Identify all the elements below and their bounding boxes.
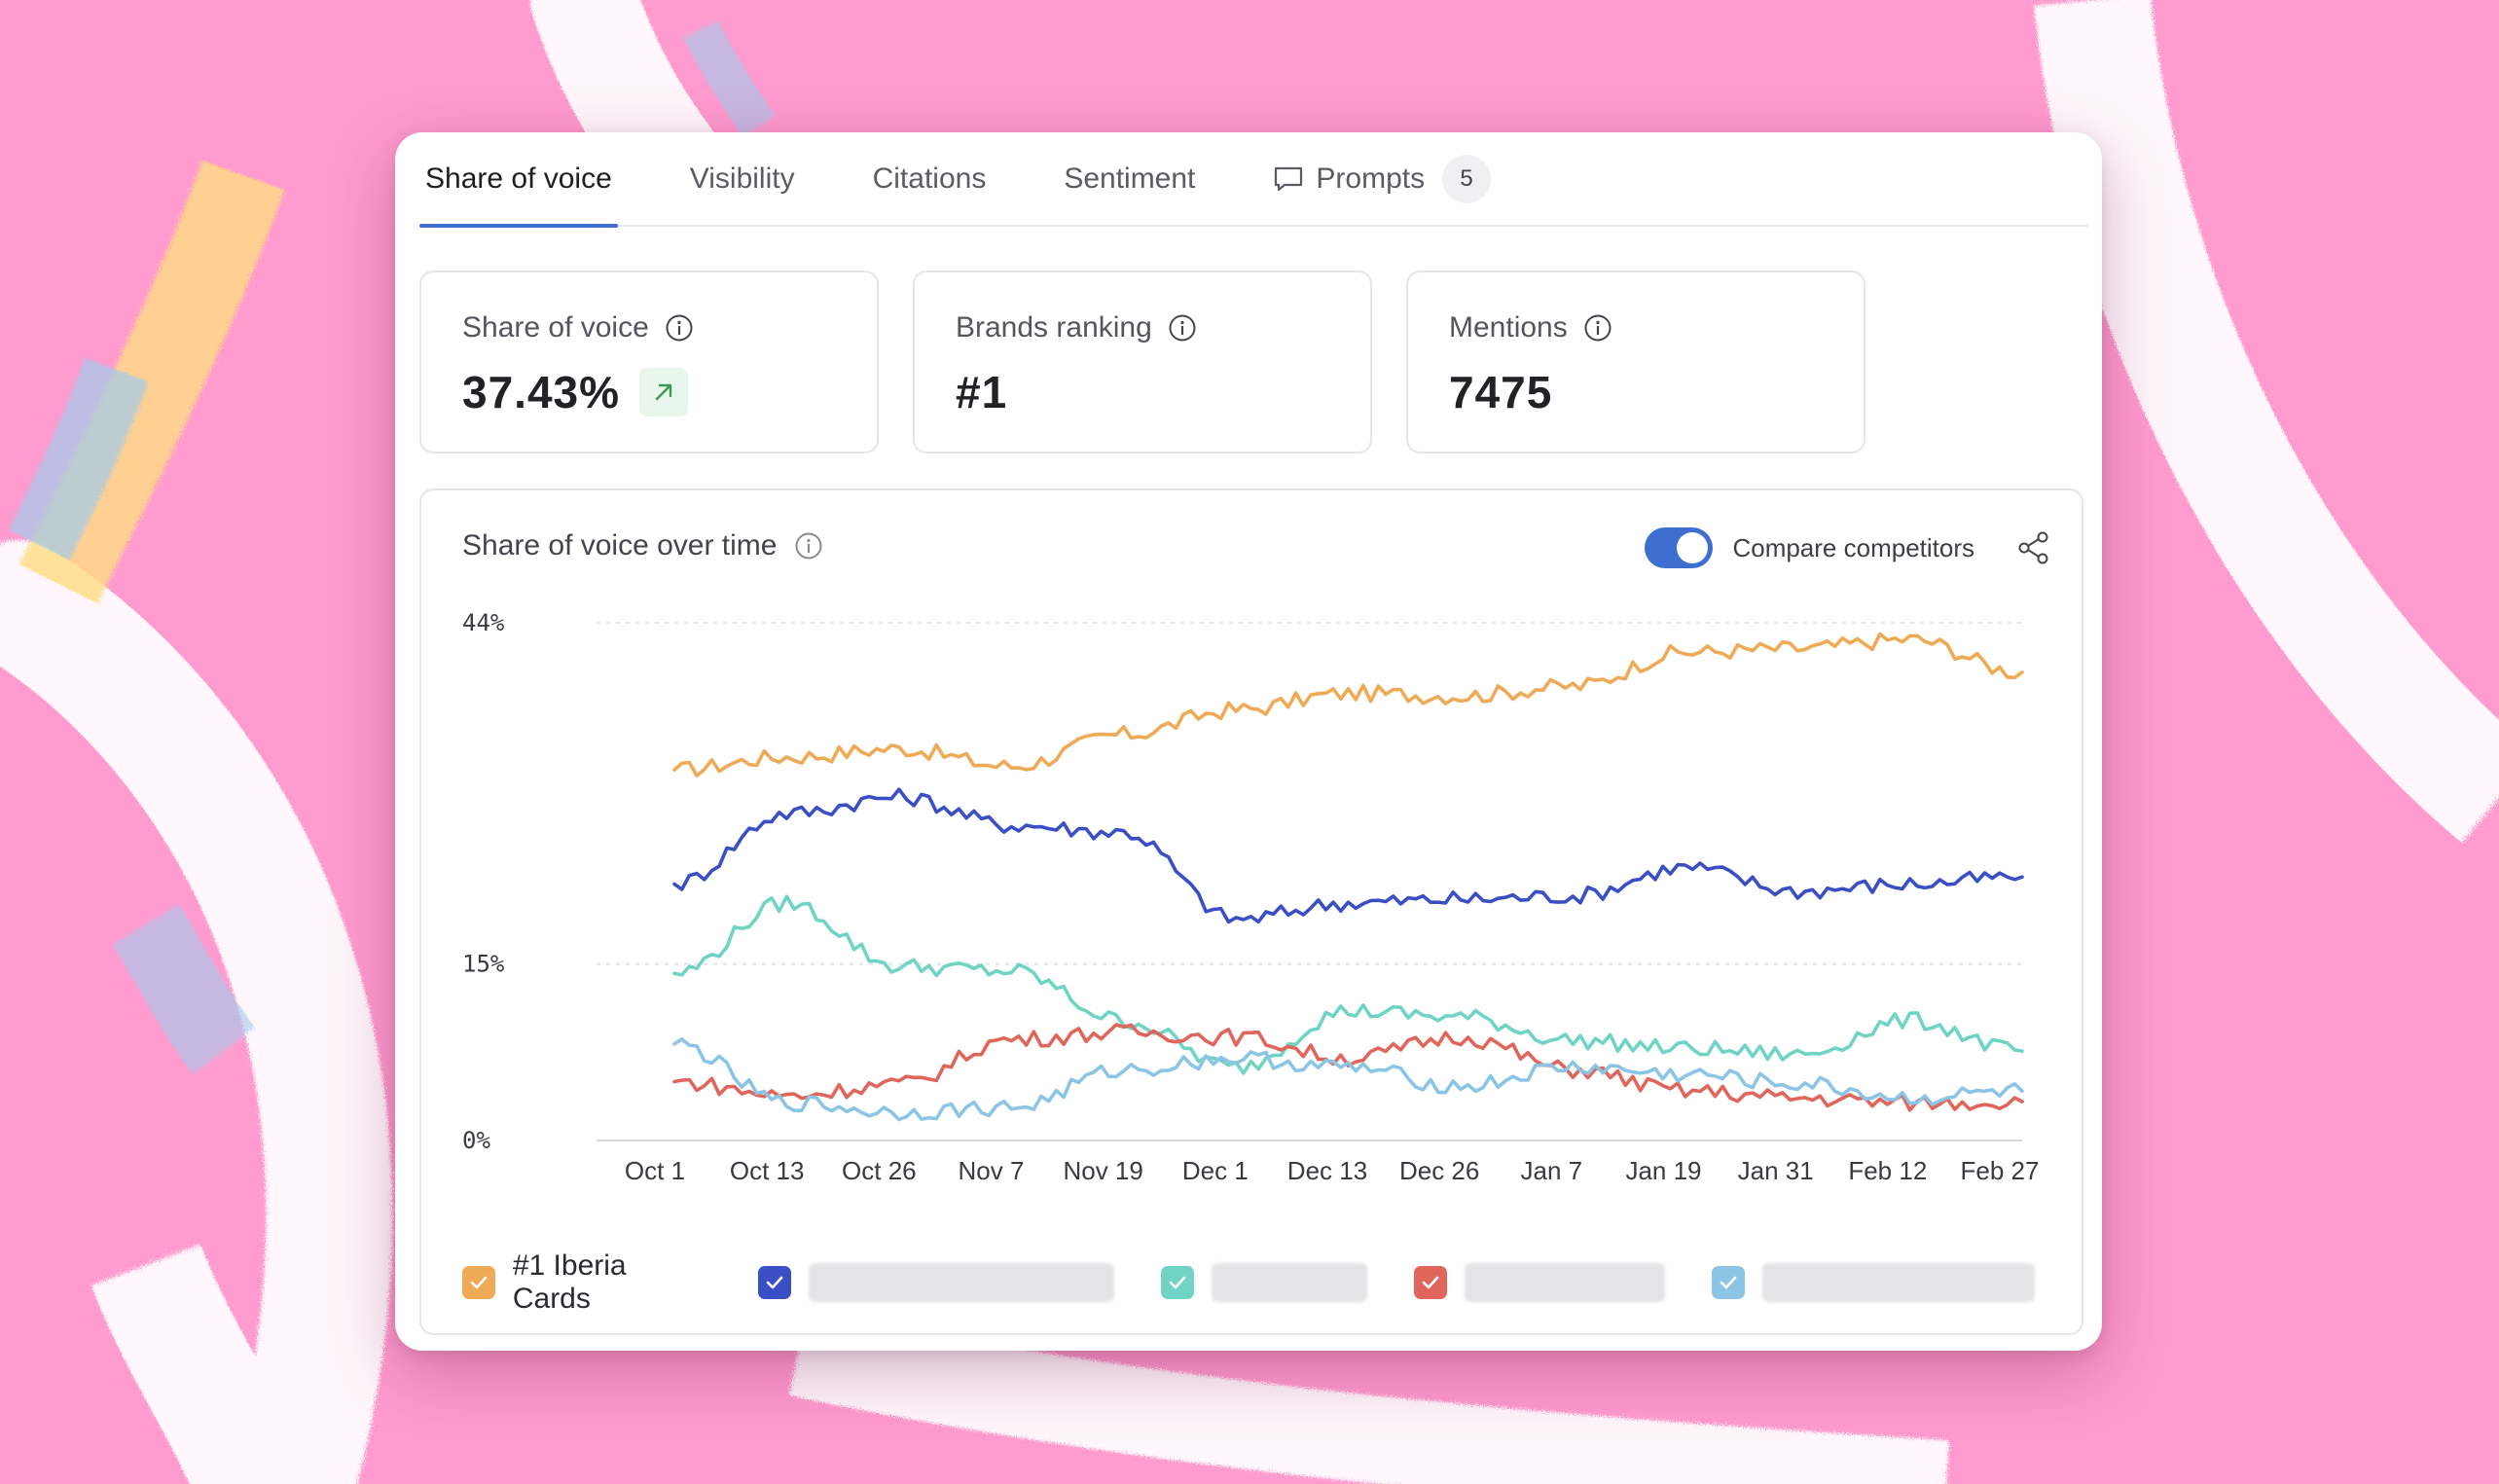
legend-item-iberia-cards[interactable]: #1 Iberia Cards xyxy=(462,1249,711,1316)
x-tick-label: Oct 1 xyxy=(625,1156,685,1185)
chat-bubble-icon xyxy=(1275,166,1303,191)
y-tick-label: 15% xyxy=(462,951,505,978)
legend-item-competitor-1[interactable] xyxy=(758,1263,1114,1302)
tab-citations[interactable]: Citations xyxy=(867,132,993,226)
tab-label: Prompts xyxy=(1316,162,1426,195)
x-tick-label: Oct 26 xyxy=(842,1156,917,1185)
redacted-label xyxy=(809,1263,1114,1302)
compare-competitors-label: Compare competitors xyxy=(1732,532,1974,562)
kpi-label: Mentions xyxy=(1449,311,1568,344)
legend-item-competitor-2[interactable] xyxy=(1161,1263,1367,1302)
info-icon[interactable] xyxy=(1583,313,1612,343)
x-tick-label: Jan 31 xyxy=(1738,1156,1814,1185)
checkbox-icon[interactable] xyxy=(462,1266,495,1299)
info-icon[interactable] xyxy=(1168,313,1197,343)
tab-share-of-voice[interactable]: Share of voice xyxy=(419,132,618,228)
redacted-label xyxy=(1212,1263,1367,1302)
tab-bar: Share of voice Visibility Citations Sent… xyxy=(419,132,2089,228)
prompts-count-badge: 5 xyxy=(1442,154,1492,203)
tab-prompts[interactable]: Prompts 5 xyxy=(1267,132,1497,226)
series-line-1[interactable] xyxy=(672,632,2024,778)
tab-label: Visibility xyxy=(689,162,795,195)
kpi-value: 37.43% xyxy=(462,367,621,417)
y-tick-label: 44% xyxy=(462,609,505,636)
info-icon[interactable] xyxy=(665,313,694,343)
kpi-mentions: Mentions 7475 xyxy=(1406,271,1865,453)
arrow-up-right-icon xyxy=(655,383,672,401)
x-tick-label: Oct 13 xyxy=(730,1156,805,1185)
checkbox-icon[interactable] xyxy=(1161,1266,1194,1299)
trend-up-badge xyxy=(639,368,689,416)
checkbox-icon[interactable] xyxy=(758,1266,791,1299)
tab-label: Sentiment xyxy=(1064,162,1196,195)
kpi-label: Share of voice xyxy=(462,311,649,344)
series-line-4[interactable] xyxy=(672,1023,2024,1112)
share-icon[interactable] xyxy=(2015,529,2052,566)
x-tick-label: Dec 1 xyxy=(1182,1156,1249,1185)
x-tick-label: Nov 19 xyxy=(1063,1156,1142,1185)
kpi-label: Brands ranking xyxy=(956,311,1152,344)
checkbox-icon[interactable] xyxy=(1712,1266,1745,1299)
series-line-2[interactable] xyxy=(672,787,2024,924)
y-tick-label: 0% xyxy=(462,1127,490,1154)
chart-legend: #1 Iberia Cards xyxy=(462,1249,2082,1316)
chart-title: Share of voice over time xyxy=(462,529,778,561)
x-tick-label: Dec 26 xyxy=(1399,1156,1479,1185)
tab-label: Share of voice xyxy=(425,162,612,195)
toggle-knob xyxy=(1677,532,1709,563)
share-of-voice-line-chart: 44% 15% 0% Oct 1 Oct 13 Oct 26 Nov 7 Nov 19 Dec … xyxy=(462,609,2040,1185)
series-line-3[interactable] xyxy=(672,894,2024,1075)
share-of-voice-card: Share of voice Visibility Citations Sent… xyxy=(395,132,2102,1351)
x-tick-label: Feb 27 xyxy=(1961,1156,2040,1185)
kpi-value: 7475 xyxy=(1449,367,1553,417)
info-icon[interactable] xyxy=(794,531,823,561)
kpi-share-of-voice: Share of voice 37.43% xyxy=(419,271,879,453)
series-line-5[interactable] xyxy=(672,1037,2024,1122)
x-tick-label: Jan 19 xyxy=(1625,1156,1701,1185)
x-tick-label: Dec 13 xyxy=(1287,1156,1367,1185)
legend-label: #1 Iberia Cards xyxy=(512,1249,627,1315)
x-tick-label: Feb 12 xyxy=(1848,1156,1927,1185)
tab-label: Citations xyxy=(872,162,987,195)
tab-visibility[interactable]: Visibility xyxy=(684,132,801,226)
x-tick-label: Jan 7 xyxy=(1521,1156,1583,1185)
legend-item-competitor-3[interactable] xyxy=(1414,1263,1665,1302)
compare-competitors-toggle[interactable] xyxy=(1645,527,1714,568)
kpi-value: #1 xyxy=(956,367,1008,417)
checkbox-icon[interactable] xyxy=(1414,1266,1447,1299)
legend-item-competitor-4[interactable] xyxy=(1712,1263,2035,1302)
redacted-label xyxy=(1762,1263,2035,1302)
chart-panel: Share of voice over time Compare competi… xyxy=(419,489,2083,1335)
kpi-brands-ranking: Brands ranking #1 xyxy=(913,271,1372,453)
x-tick-label: Nov 7 xyxy=(959,1156,1025,1185)
redacted-label xyxy=(1465,1263,1665,1302)
tab-sentiment[interactable]: Sentiment xyxy=(1058,132,1201,226)
